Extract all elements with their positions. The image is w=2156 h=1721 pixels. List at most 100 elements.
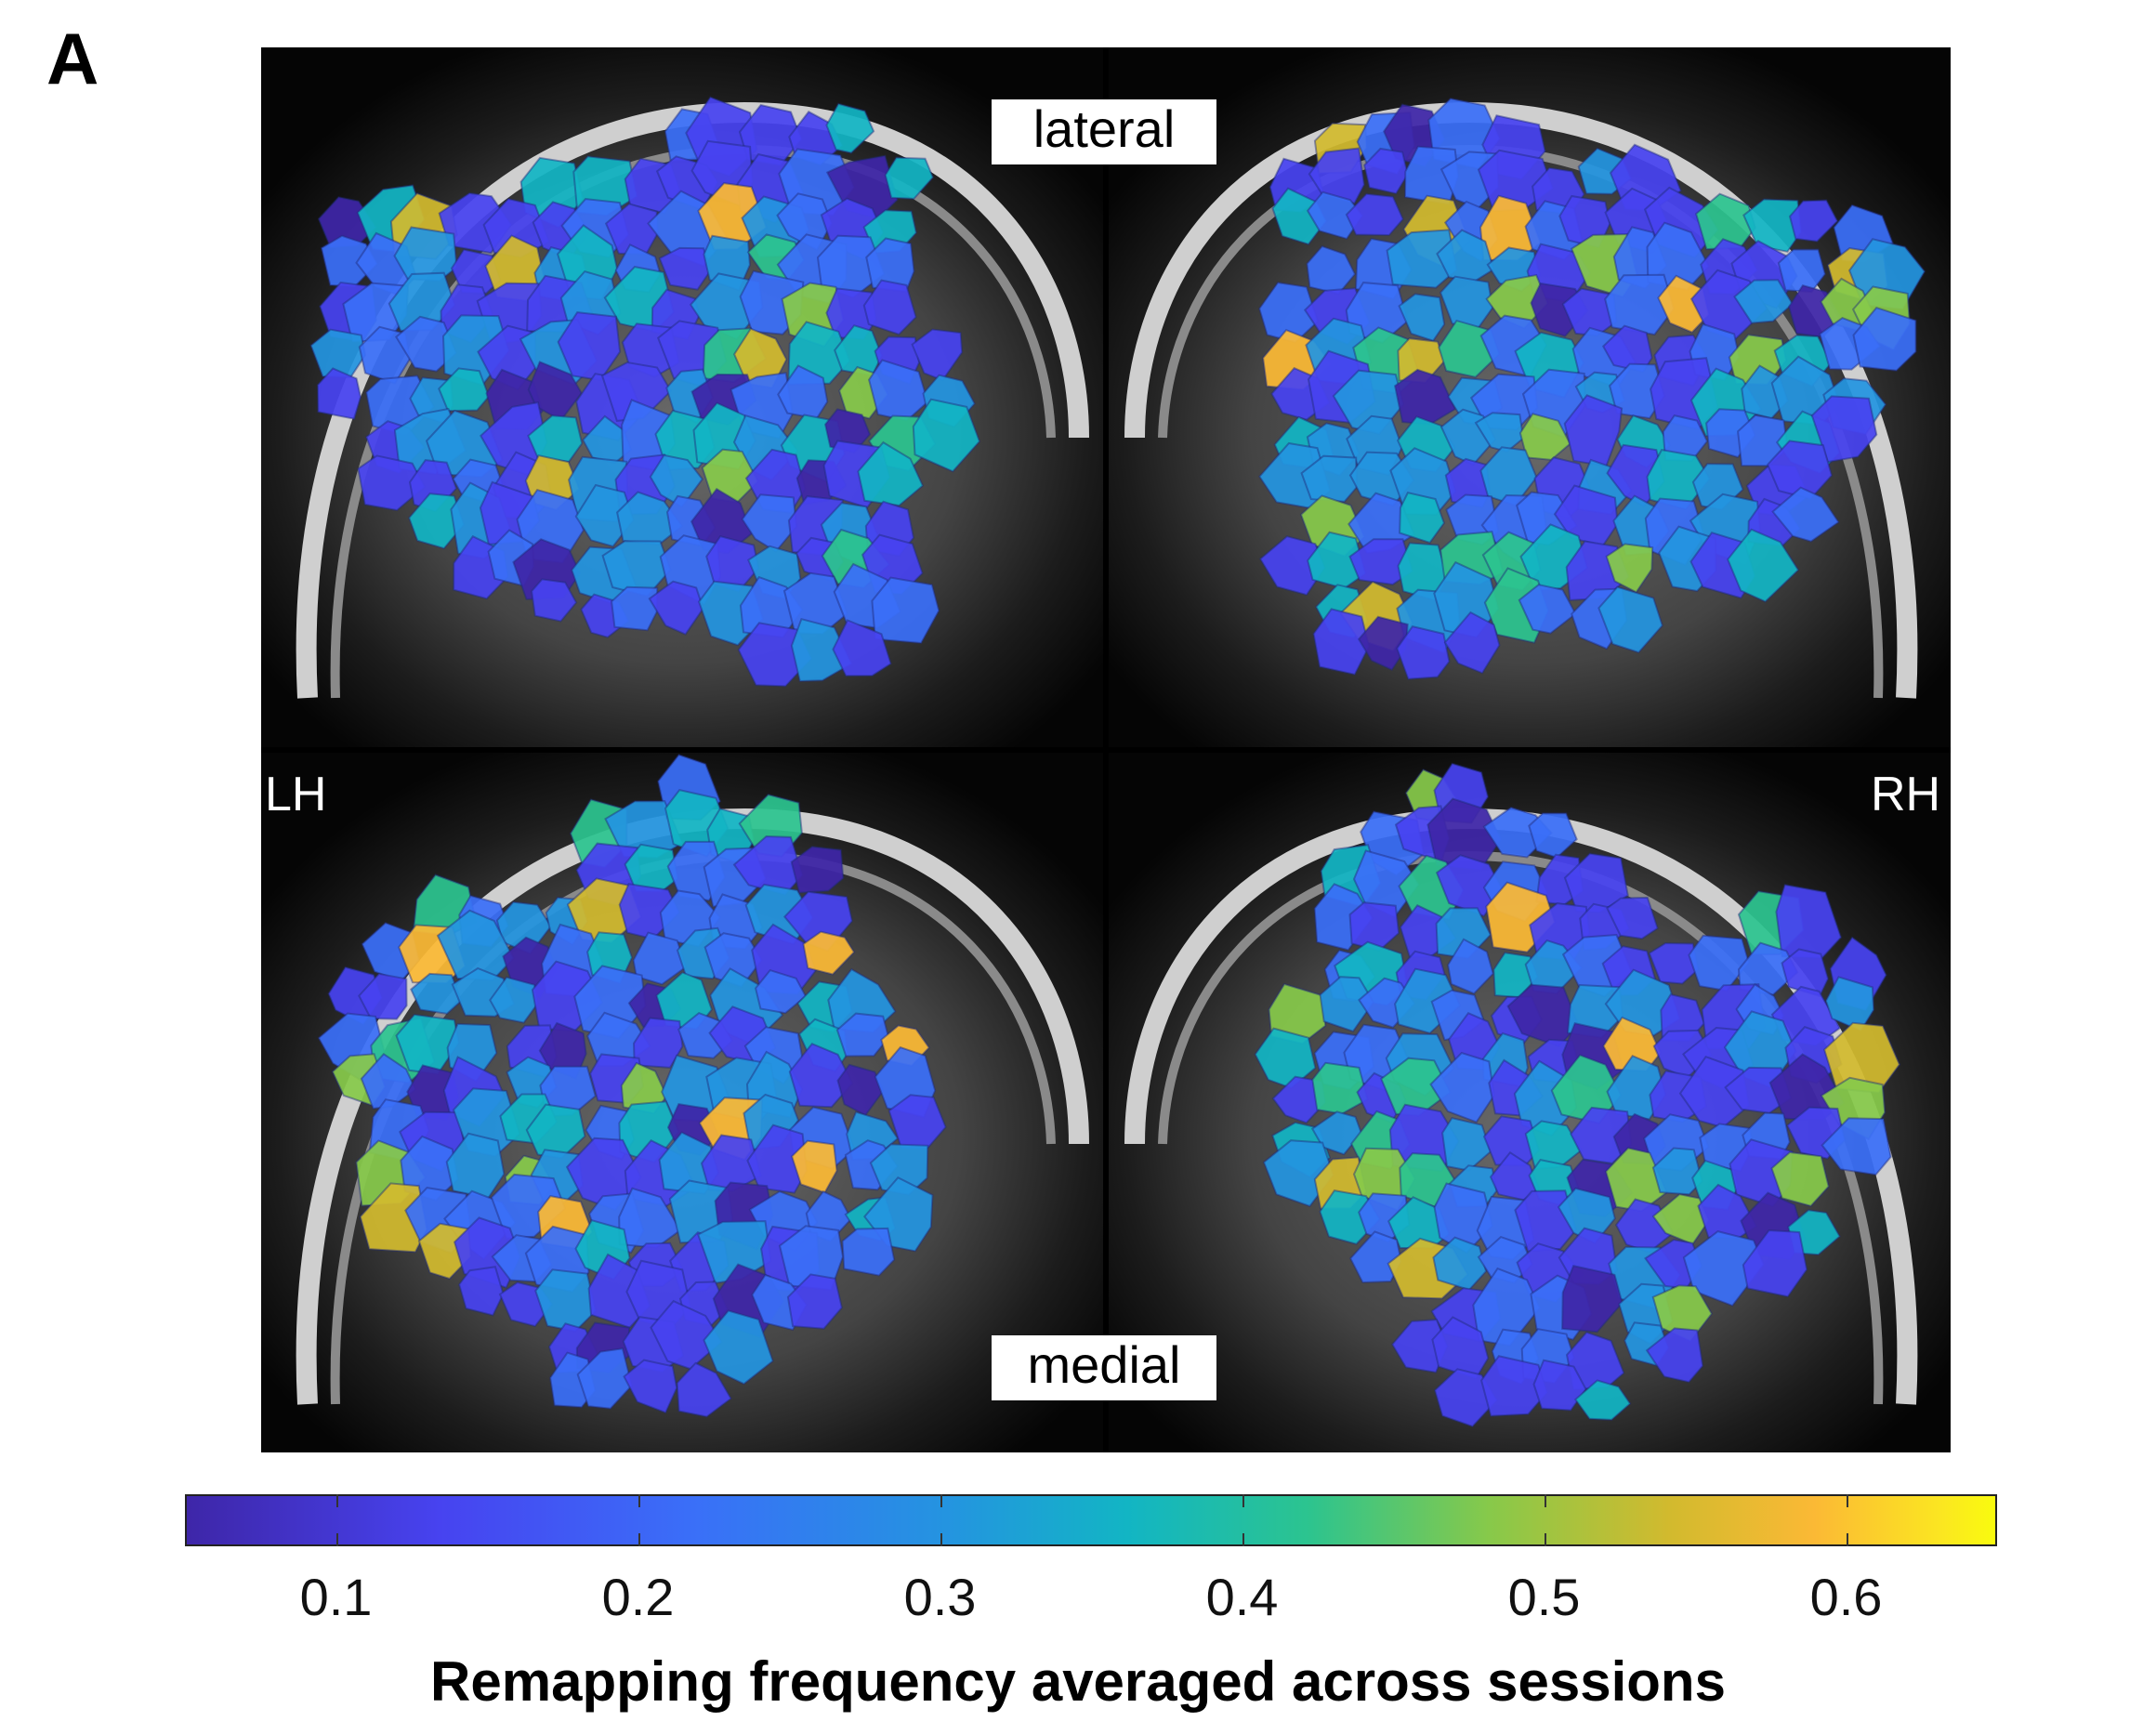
brain-parcel bbox=[703, 1309, 774, 1386]
brain-parcel bbox=[648, 580, 704, 636]
brain-parcel bbox=[1770, 1150, 1830, 1207]
colorbar-tick-top bbox=[1544, 1494, 1546, 1507]
colorbar-tick-top bbox=[335, 1494, 338, 1507]
brain-parcel bbox=[1682, 1230, 1765, 1307]
brain-parcel bbox=[1810, 395, 1878, 464]
brain-parcel bbox=[835, 1012, 890, 1058]
brain-parcel bbox=[527, 414, 584, 464]
brain-parcel bbox=[1398, 293, 1446, 342]
colorbar-tick-bottom bbox=[1544, 1533, 1546, 1546]
brain-render-figure: lateral medial LH RH bbox=[261, 47, 1951, 1452]
brain-parcel bbox=[746, 1123, 808, 1194]
colorbar-tick-label: 0.1 bbox=[299, 1568, 373, 1626]
brain-parcel bbox=[790, 846, 845, 894]
brain-parcel bbox=[1604, 273, 1676, 336]
colorbar-tick-label: 0.2 bbox=[601, 1568, 675, 1626]
colorbar-tick-top bbox=[1242, 1494, 1244, 1507]
brain-renders bbox=[261, 47, 1951, 1452]
brain-parcel bbox=[623, 1359, 678, 1414]
panel-letter: A bbox=[46, 18, 99, 99]
colorbar-tick-bottom bbox=[1846, 1533, 1848, 1546]
brain-parcel bbox=[1447, 938, 1494, 995]
brain-parcel bbox=[1518, 413, 1571, 461]
brain-parcel bbox=[1727, 528, 1800, 603]
colorbar-tick-label: 0.6 bbox=[1809, 1568, 1883, 1626]
brain-parcel bbox=[632, 1017, 684, 1069]
brain-parcel bbox=[1608, 362, 1665, 420]
colorbar-title: Remapping frequency averaged across sess… bbox=[430, 1650, 1726, 1713]
brain-parcel bbox=[1396, 624, 1451, 680]
brain-parcel bbox=[1570, 1106, 1633, 1164]
brain-parcel bbox=[857, 440, 925, 507]
view-label-lateral: lateral bbox=[992, 99, 1216, 164]
brain-parcel bbox=[802, 930, 856, 976]
brain-parcel bbox=[1606, 1054, 1667, 1121]
brain-parcel bbox=[1363, 147, 1409, 195]
brain-parcel bbox=[871, 576, 940, 645]
brain-parcel bbox=[1480, 1355, 1548, 1417]
brain-parcel bbox=[1319, 976, 1375, 1032]
brain-parcel bbox=[1518, 584, 1577, 635]
brain-parcel bbox=[1429, 1051, 1495, 1123]
brain-parcel bbox=[832, 619, 892, 677]
brain-parcel bbox=[1386, 229, 1458, 289]
brain-parcel bbox=[1435, 854, 1504, 917]
brain-parcel bbox=[912, 398, 981, 473]
brain-parcel bbox=[841, 1227, 896, 1277]
brain-parcel bbox=[1306, 190, 1364, 241]
brain-parcel bbox=[549, 1351, 597, 1409]
brain-parcel bbox=[1310, 1110, 1363, 1156]
brain-parcel bbox=[825, 102, 875, 154]
brain-parcel bbox=[1561, 1265, 1624, 1333]
brain-parcel bbox=[1737, 941, 1799, 996]
brain-parcel bbox=[790, 618, 853, 683]
brain-parcel bbox=[1258, 535, 1326, 597]
brain-parcel bbox=[1443, 611, 1501, 675]
brain-parcel bbox=[574, 483, 635, 548]
brain-parcel bbox=[1433, 1368, 1499, 1428]
brain-parcel bbox=[786, 1273, 843, 1330]
brain-parcel bbox=[489, 976, 539, 1024]
hemisphere-label-left: LH bbox=[265, 768, 327, 821]
brain-parcel bbox=[1482, 806, 1553, 859]
brain-parcel bbox=[1573, 1379, 1632, 1421]
parcel-surface bbox=[309, 96, 1926, 1428]
brain-parcel bbox=[359, 1182, 428, 1254]
brain-parcel bbox=[1300, 454, 1358, 503]
brain-parcel bbox=[755, 968, 808, 1015]
brain-parcel bbox=[1262, 1139, 1334, 1208]
brain-parcel bbox=[1357, 615, 1409, 671]
colorbar-tick-top bbox=[940, 1494, 942, 1507]
brain-parcel bbox=[531, 578, 578, 623]
colorbar bbox=[185, 1494, 1997, 1546]
brain-parcel bbox=[1308, 147, 1365, 204]
brain-parcel bbox=[788, 1042, 854, 1109]
brain-parcel bbox=[1742, 1229, 1808, 1298]
brain-parcel bbox=[1648, 941, 1700, 985]
brain-parcel bbox=[450, 248, 502, 295]
brain-parcel bbox=[1489, 1150, 1541, 1202]
brain-parcel bbox=[358, 972, 408, 1020]
brain-parcel bbox=[395, 315, 458, 373]
hemisphere-label-right: RH bbox=[1871, 768, 1941, 821]
colorbar-tick-top bbox=[638, 1494, 640, 1507]
colorbar-tick-label: 0.3 bbox=[903, 1568, 977, 1626]
brain-parcel bbox=[632, 931, 688, 986]
brain-parcel bbox=[1775, 883, 1843, 959]
brain-parcel bbox=[1742, 198, 1803, 253]
brain-parcel bbox=[1852, 306, 1917, 372]
brain-parcel bbox=[458, 1266, 505, 1317]
brain-parcel bbox=[1345, 192, 1404, 237]
brain-parcel bbox=[884, 156, 935, 200]
brain-parcel bbox=[1390, 1319, 1449, 1373]
view-label-medial: medial bbox=[992, 1335, 1216, 1400]
brain-parcel bbox=[611, 585, 659, 632]
colorbar-tick-bottom bbox=[1242, 1533, 1244, 1546]
brain-parcel bbox=[410, 972, 463, 1015]
brain-parcel bbox=[1348, 1230, 1402, 1284]
brain-parcel bbox=[1399, 492, 1446, 545]
brain-parcel bbox=[1651, 1147, 1703, 1196]
brain-parcel bbox=[1733, 279, 1794, 324]
colorbar-gradient bbox=[185, 1494, 1997, 1546]
brain-parcel bbox=[576, 1347, 634, 1410]
